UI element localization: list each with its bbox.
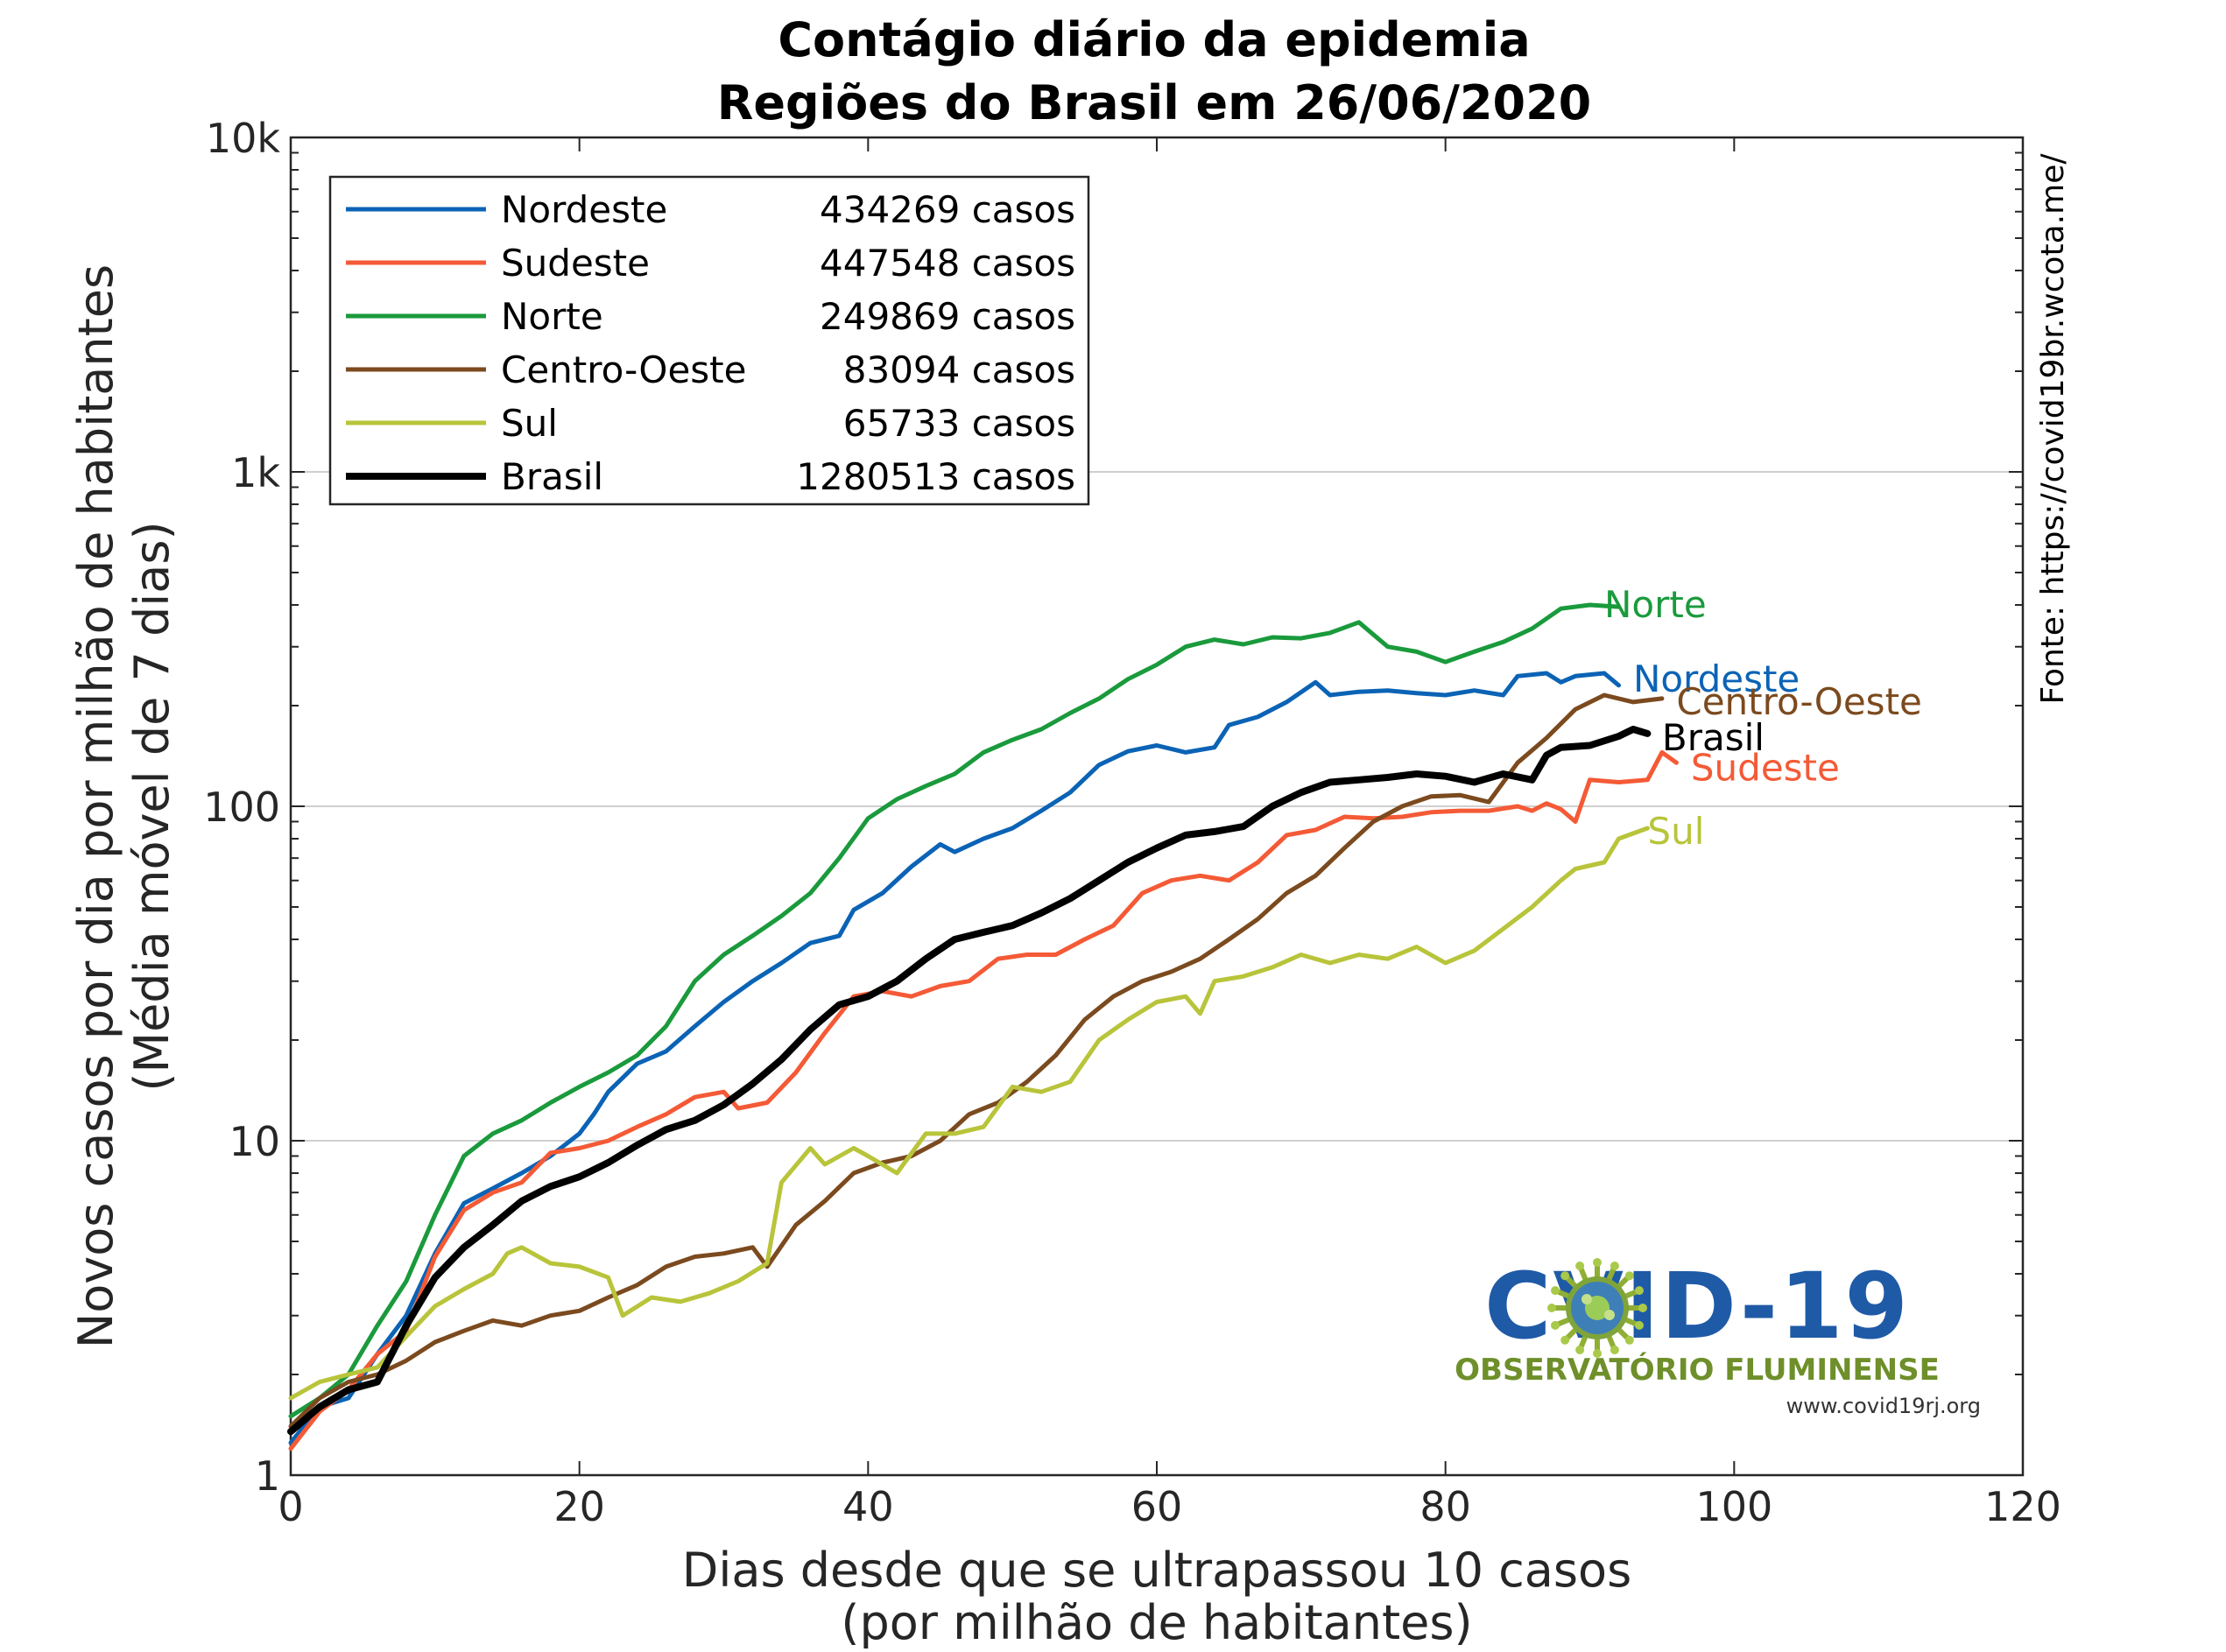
legend-name: Nordeste [501, 188, 667, 231]
legend-cases: 65733 casos [843, 402, 1075, 445]
virus-spike-tip [1635, 1286, 1644, 1296]
end-label-centro-oeste: Centro-Oeste [1676, 680, 1921, 723]
legend-name: Sudeste [501, 242, 650, 285]
logo-title-c: C [1484, 1253, 1553, 1360]
virus-spike-tip [1593, 1349, 1602, 1358]
axis-ticks: 1 10 100 1k 10k 0 20 40 60 80 100 120 [203, 115, 2061, 1530]
virus-spike-tip [1610, 1346, 1619, 1354]
legend-cases: 447548 casos [820, 242, 1075, 285]
virus-spike-tip [1624, 1271, 1634, 1281]
chart-title-line1: Contágio diário da epidemia [778, 12, 1530, 67]
legend-cases: 249869 casos [820, 295, 1075, 338]
x-tick-label: 20 [553, 1483, 605, 1530]
x-tick-label: 60 [1131, 1483, 1183, 1530]
legend-name: Centro-Oeste [501, 348, 747, 391]
legend-cases: 1280513 casos [796, 455, 1075, 498]
series-line-centro-oeste [288, 692, 1665, 1429]
series-line-norte [288, 602, 1621, 1419]
virus-spike-tip [1560, 1271, 1570, 1281]
end-label-nordeste: Nordeste [1633, 657, 1800, 700]
x-axis-label-line1: Dias desde que se ultrapassou 10 casos [682, 1543, 1631, 1598]
series-line-sudeste [288, 749, 1679, 1452]
virus-icon [1547, 1258, 1647, 1358]
virus-spike-tip [1551, 1320, 1560, 1330]
y-tick-label: 1 [255, 1452, 280, 1500]
y-tick-label: 100 [203, 784, 280, 831]
source-note: Fonte: https://covid19br.wcota.me/ [2035, 153, 2071, 705]
virus-spike-tip [1635, 1320, 1644, 1330]
x-axis-label-line2: (por milhão de habitantes) [841, 1595, 1472, 1648]
x-tick-label: 40 [842, 1483, 894, 1530]
x-tick-label: 120 [1984, 1483, 2061, 1530]
x-tick-label: 100 [1695, 1483, 1772, 1530]
y-tick-label: 1k [231, 449, 280, 496]
virus-spike-tip [1547, 1304, 1556, 1312]
virus-spike-tip [1560, 1335, 1570, 1345]
virus-spike-tip [1551, 1286, 1560, 1296]
legend-cases: 83094 casos [843, 348, 1075, 391]
legend-name: Sul [501, 402, 558, 445]
virus-spike-tip [1593, 1258, 1602, 1267]
virus-spike-tip [1638, 1304, 1647, 1312]
covid19-logo: CVID-19 OBSERVATÓRIO FLUMINENSE www.covi… [1455, 1253, 1981, 1418]
legend-box [328, 175, 1090, 506]
end-label-sul: Sul [1647, 810, 1704, 853]
y-axis-label-line1: Novos casos por dia por milhão de habita… [68, 264, 123, 1348]
y-tick-label: 10 [229, 1118, 280, 1165]
y-axis-label-line2: (Média móvel de 7 dias) [124, 521, 180, 1091]
legend: Nordeste 434269 casos Sudeste 447548 casos N… [328, 175, 1090, 506]
legend-cases: 434269 casos [820, 188, 1075, 231]
virus-spike-tip [1575, 1346, 1585, 1354]
series-line-sul [288, 826, 1650, 1401]
chart-title-line2: Regiões do Brasil em 26/06/2020 [717, 75, 1592, 130]
end-label-brasil: Brasil [1662, 716, 1765, 759]
y-tick-label: 10k [206, 115, 281, 162]
logo-url: www.covid19rj.org [1786, 1394, 1981, 1418]
logo-subtitle: OBSERVATÓRIO FLUMINENSE [1455, 1352, 1940, 1388]
series-line-brasil [287, 726, 1652, 1436]
plot-frame [289, 136, 2025, 1477]
end-label-norte: Norte [1604, 583, 1707, 626]
virus-spike-tip [1610, 1262, 1619, 1270]
end-label-sudeste: Sudeste [1691, 746, 1840, 789]
legend-name: Norte [501, 295, 603, 338]
series-lines [287, 602, 1679, 1452]
x-tick-label: 80 [1419, 1483, 1471, 1530]
x-tick-label: 0 [278, 1483, 303, 1530]
legend-name: Brasil [501, 455, 603, 498]
virus-spike-tip [1624, 1335, 1634, 1345]
virus-spike-tip [1575, 1262, 1585, 1270]
